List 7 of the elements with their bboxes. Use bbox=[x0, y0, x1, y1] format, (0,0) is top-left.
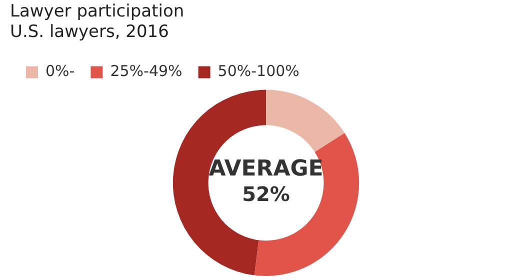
legend-label: 50%-100% bbox=[218, 62, 300, 80]
text: AVERAGE bbox=[208, 156, 324, 182]
legend-label: 25%-49% bbox=[110, 62, 182, 80]
text: 52% bbox=[242, 182, 290, 206]
chart-subtitle: U.S. lawyers, 2016 bbox=[10, 22, 169, 42]
chart-title: Lawyer participation bbox=[10, 2, 184, 22]
legend-label: 0%- bbox=[46, 62, 75, 80]
